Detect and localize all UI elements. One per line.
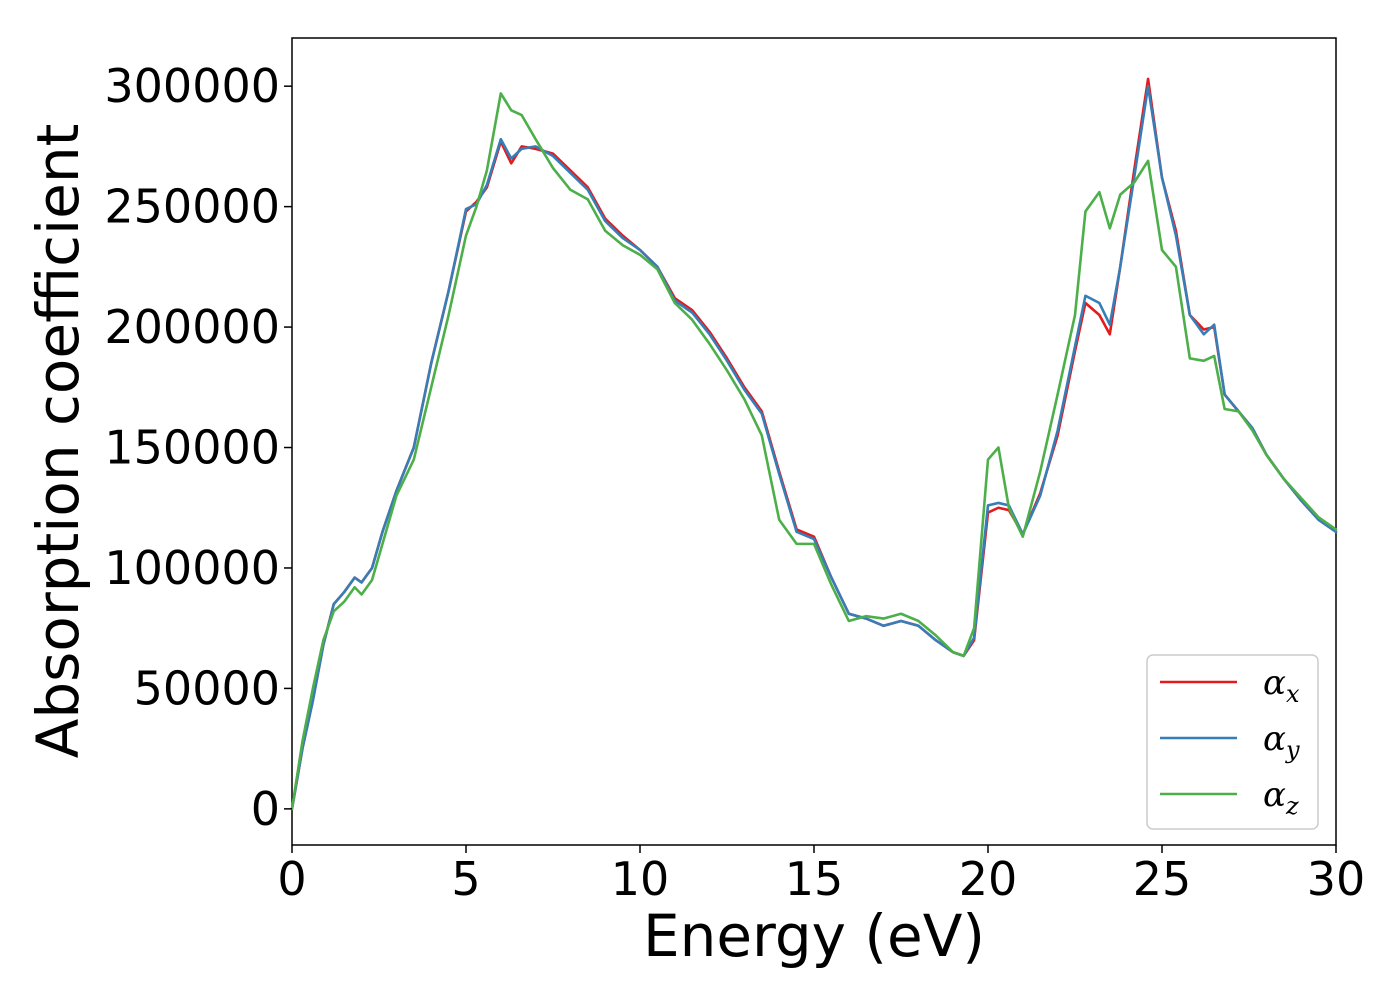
y-tick-label: 200000 xyxy=(104,300,280,354)
y-tick-label: 100000 xyxy=(104,541,280,595)
series-line-z xyxy=(290,92,1338,811)
x-tick-label: 20 xyxy=(959,852,1018,906)
x-tick-label: 10 xyxy=(611,852,670,906)
x-axis-title: Energy (eV) xyxy=(643,902,985,970)
y-tick-label: 0 xyxy=(251,782,280,836)
y-tick-label: 50000 xyxy=(134,661,280,715)
x-tick-label: 30 xyxy=(1307,852,1366,906)
legend-label-y: αy xyxy=(1263,719,1300,764)
y-tick-label: 150000 xyxy=(104,421,280,475)
y-axis-title: Absorption coefficient xyxy=(24,124,92,759)
legend-label-z: αz xyxy=(1263,775,1299,820)
series-lines xyxy=(290,77,1338,811)
x-tick-label: 5 xyxy=(451,852,480,906)
y-axis-ticks: 0 50000 100000 150000 200000 250000 300000 xyxy=(104,59,292,836)
y-tick-label: 300000 xyxy=(104,59,280,113)
series-line-y xyxy=(290,84,1338,811)
x-tick-label: 25 xyxy=(1133,852,1192,906)
x-tick-label: 15 xyxy=(785,852,844,906)
plot-area xyxy=(290,37,1338,846)
legend-entries: αx αy αz xyxy=(1160,663,1300,820)
legend: αx αy αz xyxy=(1146,654,1319,830)
x-tick-label: 0 xyxy=(277,852,306,906)
y-tick-label: 250000 xyxy=(104,180,280,234)
legend-box xyxy=(1146,654,1319,830)
x-axis-ticks: 0 5 10 15 20 25 30 xyxy=(277,845,1365,906)
legend-label-x: αx xyxy=(1263,663,1300,708)
